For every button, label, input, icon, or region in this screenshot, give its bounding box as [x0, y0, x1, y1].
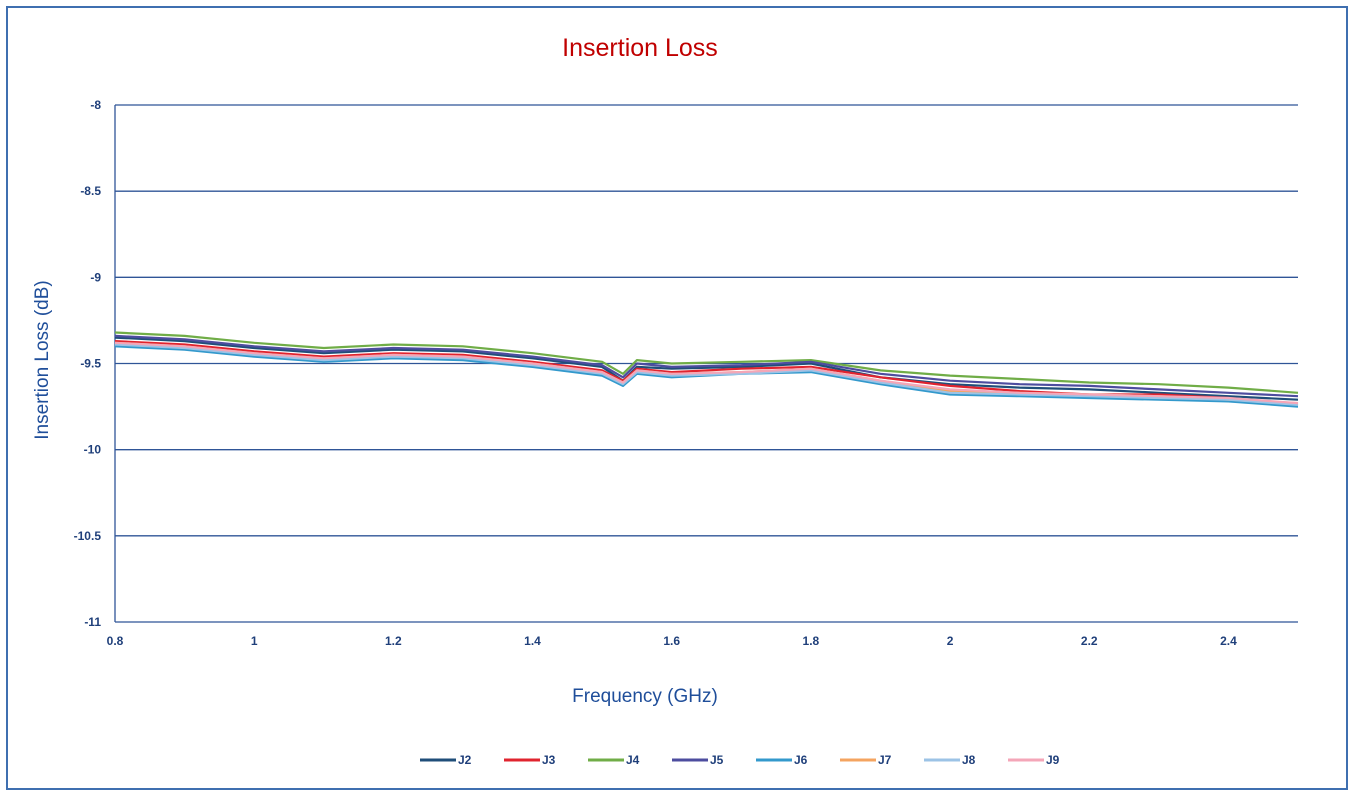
legend-label-j9: J9: [1046, 753, 1060, 767]
gridlines: [114, 104, 1298, 623]
legend-label-j6: J6: [794, 753, 808, 767]
y-tick-label: -8: [90, 98, 101, 112]
x-tick-label: 0.8: [107, 634, 124, 648]
legend-label-j7: J7: [878, 753, 892, 767]
series-line-j2: [114, 336, 1299, 401]
x-axis-title: Frequency (GHz): [572, 686, 718, 707]
x-tick-label: 1: [251, 634, 258, 648]
y-axis-title: Insertion Loss (dB): [32, 280, 53, 439]
x-tick-label: 2: [947, 634, 954, 648]
legend-label-j5: J5: [710, 753, 724, 767]
y-tick-label: -10: [84, 443, 102, 457]
series-line-j6: [114, 345, 1299, 408]
x-tick-label: 1.6: [663, 634, 680, 648]
y-tick-labels: -8 -8.5 -9 -9.5 -10 -10.5 -11: [74, 98, 102, 629]
y-tick-label: -9: [90, 270, 101, 284]
series-line-j4: [114, 331, 1299, 394]
y-tick-label: -10.5: [74, 529, 102, 543]
x-tick-label: 1.4: [524, 634, 541, 648]
x-tick-labels: 0.8 1 1.2 1.4 1.6 1.8 2 2.2 2.4: [107, 634, 1237, 648]
series-line-j9: [114, 341, 1299, 405]
x-tick-label: 2.2: [1081, 634, 1098, 648]
legend-label-j2: J2: [458, 753, 472, 767]
legend-label-j8: J8: [962, 753, 976, 767]
y-tick-label: -8.5: [80, 184, 101, 198]
series-line-j8: [114, 343, 1299, 406]
series-line-j5: [114, 334, 1299, 398]
x-tick-label: 1.8: [803, 634, 820, 648]
legend-label-j3: J3: [542, 753, 556, 767]
y-tick-label: -11: [84, 615, 101, 629]
y-tick-label: -9.5: [80, 357, 101, 371]
legend-label-j4: J4: [626, 753, 640, 767]
legend: J2 J3 J4 J5 J6 J7 J8 J9: [420, 753, 1060, 767]
x-tick-label: 1.2: [385, 634, 402, 648]
series-lines: [114, 331, 1299, 408]
x-tick-label: 2.4: [1220, 634, 1237, 648]
chart-title: Insertion Loss: [562, 34, 718, 62]
